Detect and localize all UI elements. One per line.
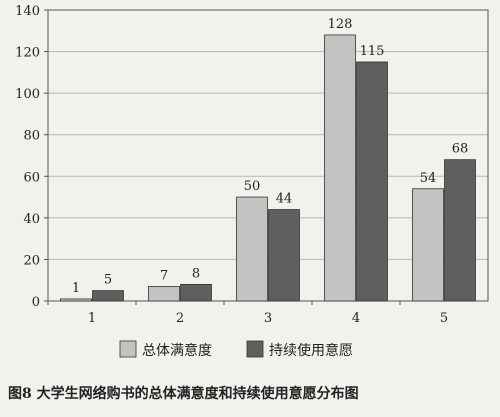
plot-frame — [47, 9, 489, 302]
y-tick-label: 0 — [32, 295, 40, 310]
bar-continued-use-intention-5 — [444, 159, 476, 302]
legend-swatch-overall-satisfaction — [119, 340, 137, 358]
data-labels: 1 5 7 8 50 44 128 115 54 68 — [72, 17, 468, 296]
y-tick-label: 120 — [15, 46, 40, 61]
y-tick-label: 80 — [23, 129, 40, 144]
bars — [60, 34, 476, 302]
data-label: 44 — [276, 192, 293, 207]
data-label: 68 — [452, 142, 469, 157]
bar-continued-use-intention-2 — [180, 283, 212, 302]
legend: 总体满意度 持续使用意愿 — [119, 340, 353, 359]
y-tick-label: 100 — [15, 87, 40, 102]
y-tick-label: 140 — [15, 4, 40, 19]
y-tick-label: 60 — [23, 170, 40, 185]
x-tick-label: 4 — [352, 311, 360, 326]
data-label: 5 — [104, 273, 112, 288]
axes: 0 20 40 60 80 100 120 140 1 2 3 4 5 — [15, 4, 489, 326]
legend-swatch-continued-use-intention — [246, 340, 264, 358]
data-label: 54 — [420, 171, 437, 186]
x-tick-label: 1 — [88, 311, 96, 326]
data-label: 7 — [160, 268, 168, 283]
bar-continued-use-intention-4 — [356, 61, 388, 302]
data-label: 1 — [72, 281, 80, 296]
bar-continued-use-intention-1 — [92, 290, 124, 302]
y-tick-label: 20 — [23, 253, 40, 268]
data-label: 115 — [360, 44, 385, 59]
x-tick-label: 3 — [264, 311, 272, 326]
bar-overall-satisfaction-3 — [236, 196, 268, 302]
bar-overall-satisfaction-2 — [148, 286, 180, 302]
data-label: 50 — [244, 179, 261, 194]
y-tick-label: 40 — [23, 212, 40, 227]
figure-caption: 图8 大学生网络购书的总体满意度和持续使用意愿分布图 — [8, 385, 359, 402]
data-label: 8 — [192, 266, 200, 281]
x-tick-label: 2 — [176, 311, 184, 326]
bar-overall-satisfaction-5 — [412, 188, 444, 302]
x-tick-label: 5 — [440, 311, 448, 326]
bar-overall-satisfaction-1 — [60, 298, 92, 302]
data-label: 128 — [328, 17, 353, 32]
legend-label-overall-satisfaction: 总体满意度 — [142, 342, 212, 359]
legend-label-continued-use-intention: 持续使用意愿 — [269, 342, 353, 359]
bar-continued-use-intention-3 — [268, 209, 300, 302]
bar-overall-satisfaction-4 — [324, 34, 356, 302]
